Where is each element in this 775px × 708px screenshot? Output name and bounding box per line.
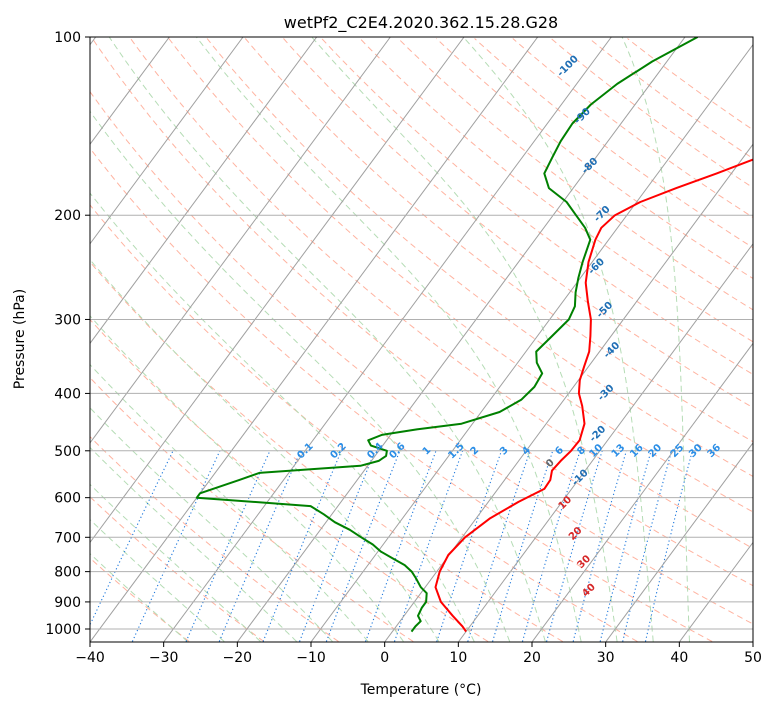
y-tick-label: 500	[54, 444, 81, 460]
x-tick-label: −30	[149, 650, 179, 666]
moist-adiabat	[311, 37, 618, 642]
y-tick-label: 1000	[45, 622, 81, 638]
moist-adiabat	[90, 110, 511, 642]
y-tick-label: 700	[54, 530, 81, 546]
y-tick-label: 100	[54, 30, 81, 46]
x-tick-label: 20	[523, 650, 541, 666]
isotherm	[310, 43, 753, 642]
y-tick-label: 900	[54, 595, 81, 611]
y-tick-label: 800	[54, 565, 81, 581]
y-tick-label: 400	[54, 386, 81, 402]
x-axis: −40 −30 −20 −10 0 10 20 30 40 50	[75, 642, 762, 666]
isotherm	[384, 143, 753, 642]
isotherm	[531, 342, 753, 642]
dry-adiabat	[206, 38, 753, 477]
mixing-ratio-line	[599, 450, 652, 642]
mixing-ratio-line	[262, 450, 342, 642]
isotherm	[90, 37, 391, 444]
x-tick-label: 40	[670, 650, 688, 666]
y-tick-label: 300	[54, 312, 81, 328]
mixing-ratio-line	[393, 450, 464, 642]
chart-title: wetPf2_C2E4.2020.362.15.28.G28	[284, 13, 558, 33]
dry-adiabat	[359, 38, 753, 343]
dry-adiabat	[90, 318, 489, 642]
y-tick-label: 600	[54, 491, 81, 507]
moist-adiabat	[90, 407, 333, 642]
x-tick-label: 10	[449, 650, 467, 666]
isotherm	[458, 242, 753, 642]
moist-adiabat	[90, 446, 297, 642]
temperature-series	[434, 158, 753, 633]
isotherm	[163, 37, 612, 642]
x-tick-label: 50	[744, 650, 762, 666]
plot-frame	[89, 36, 754, 643]
x-tick-label: −20	[223, 650, 253, 666]
moist-adiabat	[90, 552, 188, 642]
isotherm	[90, 37, 539, 642]
isotherm	[605, 442, 753, 642]
dry-adiabat	[130, 38, 753, 549]
isotherm	[237, 37, 686, 642]
moist-adiabat	[108, 37, 546, 642]
x-axis-label: Temperature (°C)	[360, 682, 482, 698]
dry-adiabat	[474, 38, 753, 249]
moist-adiabat	[462, 37, 654, 642]
dry-adiabat	[90, 376, 414, 642]
x-tick-label: 0	[380, 650, 389, 666]
dry-adiabat	[168, 38, 753, 513]
isotherm	[90, 37, 465, 544]
mixing-ratio-line	[572, 450, 627, 642]
moist-adiabat	[196, 37, 582, 642]
dewpoint-series	[195, 37, 699, 633]
y-axis: 100 200 300 400 500 600 700 800 900 1000	[45, 30, 90, 638]
moist-adiabat	[90, 363, 369, 642]
pressure-grid	[90, 37, 753, 630]
dry-adiabat	[90, 496, 265, 642]
dry-adiabat	[550, 38, 753, 189]
reference-lines-layer	[90, 37, 753, 642]
x-tick-label: 30	[597, 650, 615, 666]
mixing-ratio-line	[622, 450, 673, 642]
isotherm	[90, 37, 244, 245]
moist-adiabat	[90, 315, 404, 642]
moist-adiabat	[90, 258, 440, 642]
mixing-ratio-line	[218, 450, 302, 642]
isotherm	[90, 37, 318, 345]
sounding-curves	[195, 37, 753, 633]
dry-adiabat	[512, 38, 753, 219]
isotherm	[90, 37, 170, 146]
dry-adiabat	[90, 204, 638, 642]
dry-adiabat	[91, 38, 753, 587]
moist-adiabat	[621, 37, 690, 642]
dry-adiabat	[90, 90, 753, 625]
y-tick-label: 200	[54, 208, 81, 224]
y-axis-label: Pressure (hPa)	[12, 289, 28, 389]
dry-adiabat	[588, 38, 753, 160]
moist-adiabat	[90, 518, 225, 642]
moist-adiabat	[90, 483, 261, 642]
dry-adiabat	[283, 38, 753, 409]
x-tick-label: −10	[296, 650, 326, 666]
x-tick-label: −40	[75, 650, 105, 666]
dry-adiabat	[321, 38, 753, 375]
mixing-ratio-line	[299, 450, 376, 642]
